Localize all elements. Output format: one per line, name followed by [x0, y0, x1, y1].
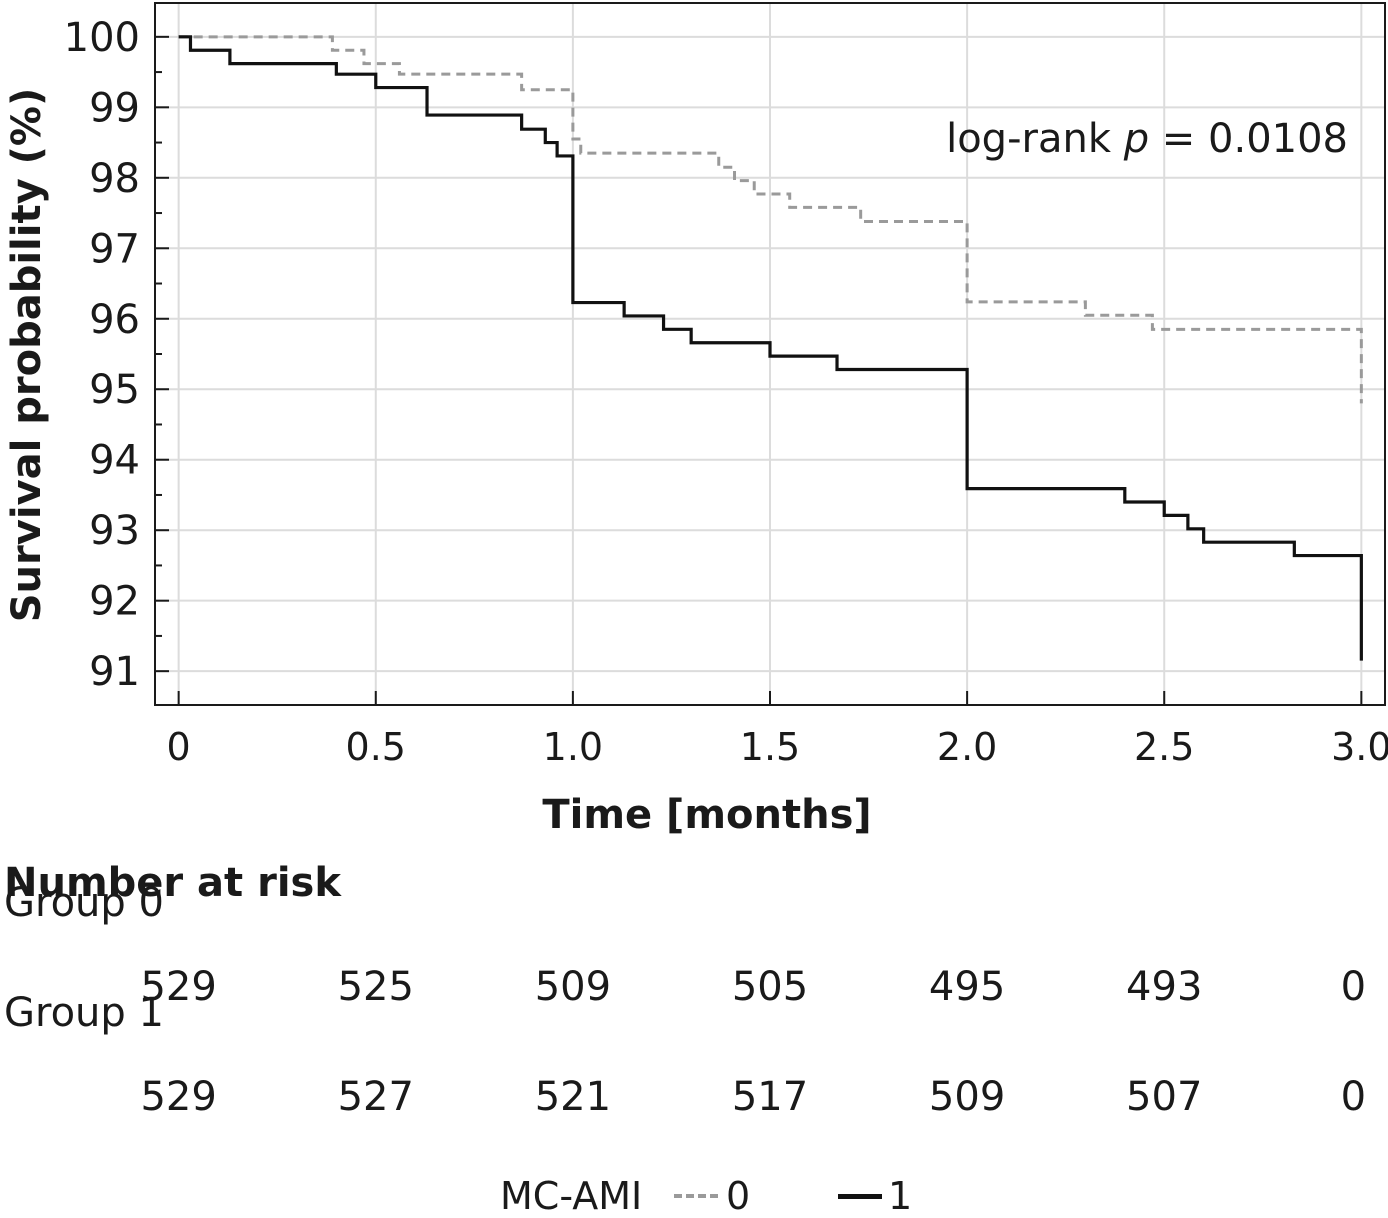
x-axis-ticks: 0 0.5 1.0 1.5 2.0 2.5 3.0 [167, 691, 1388, 769]
y-tick-label-9: 100 [64, 15, 140, 61]
risk-count-g1-t3: 517 [731, 1074, 809, 1120]
risk-group-label-1: Group 1 [4, 990, 164, 1036]
survival-chart: 0 0.5 1.0 1.5 2.0 2.5 3.0 91 92 93 94 95 96 97 98 99 10… [4, 2, 1388, 838]
y-tick-label-2: 93 [89, 508, 140, 554]
y-tick-label-0: 91 [89, 649, 140, 695]
legend-label-0: 0 [726, 1174, 751, 1218]
x-axis-label: Time [months] [542, 792, 871, 838]
x-tick-label-3: 1.5 [740, 725, 800, 769]
risk-count-g1-t1: 527 [337, 1074, 414, 1120]
risk-count-g0-t0: 529 [140, 964, 217, 1010]
legend-title: MC-AMI [500, 1174, 643, 1218]
risk-count-g0-t5: 493 [1126, 964, 1203, 1010]
legend: MC-AMI 0 1 [0, 1172, 1388, 1218]
x-tick-label-0: 0 [167, 725, 191, 769]
x-tick-label-4: 2.0 [937, 725, 997, 769]
y-tick-label-6: 97 [89, 226, 140, 272]
grid-lines [155, 3, 1385, 705]
y-tick-label-4: 95 [89, 367, 140, 413]
risk-count-g0-t2: 509 [534, 964, 612, 1010]
series-line-1 [178, 35, 1363, 661]
risk-count-g1-t6: 0 [1340, 1074, 1367, 1120]
log-rank-annotation: log-rank p = 0.0108 [946, 116, 1348, 162]
risk-group-label-0: Group 0 [4, 880, 164, 926]
risk-table-title: Number at risk [4, 860, 341, 906]
series-line-0 [178, 35, 1363, 404]
y-tick-label-5: 96 [89, 297, 140, 343]
survival-curves [178, 35, 1363, 661]
x-tick-label-2: 1.0 [543, 725, 603, 769]
legend-swatch-0 [674, 1194, 718, 1198]
legend-swatch-1 [838, 1194, 882, 1199]
y-axis-ticks: 91 92 93 94 95 96 97 98 99 100 [64, 15, 169, 695]
y-axis-label: Survival probability (%) [4, 88, 50, 623]
risk-count-g0-t3: 505 [731, 964, 809, 1010]
risk-count-g0-t1: 525 [337, 964, 414, 1010]
x-tick-label-5: 2.5 [1134, 725, 1194, 769]
y-minor-ticks [155, 71, 162, 637]
risk-count-g0-t6: 0 [1340, 964, 1367, 1010]
risk-count-g1-t5: 507 [1126, 1074, 1203, 1120]
risk-count-g1-t2: 521 [534, 1074, 612, 1120]
x-tick-label-1: 0.5 [346, 725, 406, 769]
y-tick-label-1: 92 [89, 579, 140, 625]
y-tick-label-8: 99 [89, 85, 140, 131]
legend-label-1: 1 [888, 1174, 913, 1218]
x-tick-label-6: 3.0 [1331, 725, 1388, 769]
risk-count-g0-t4: 495 [928, 964, 1006, 1010]
y-tick-label-3: 94 [89, 438, 140, 484]
risk-count-g1-t0: 529 [140, 1074, 217, 1120]
y-tick-label-7: 98 [89, 156, 140, 202]
risk-count-g1-t4: 509 [928, 1074, 1006, 1120]
